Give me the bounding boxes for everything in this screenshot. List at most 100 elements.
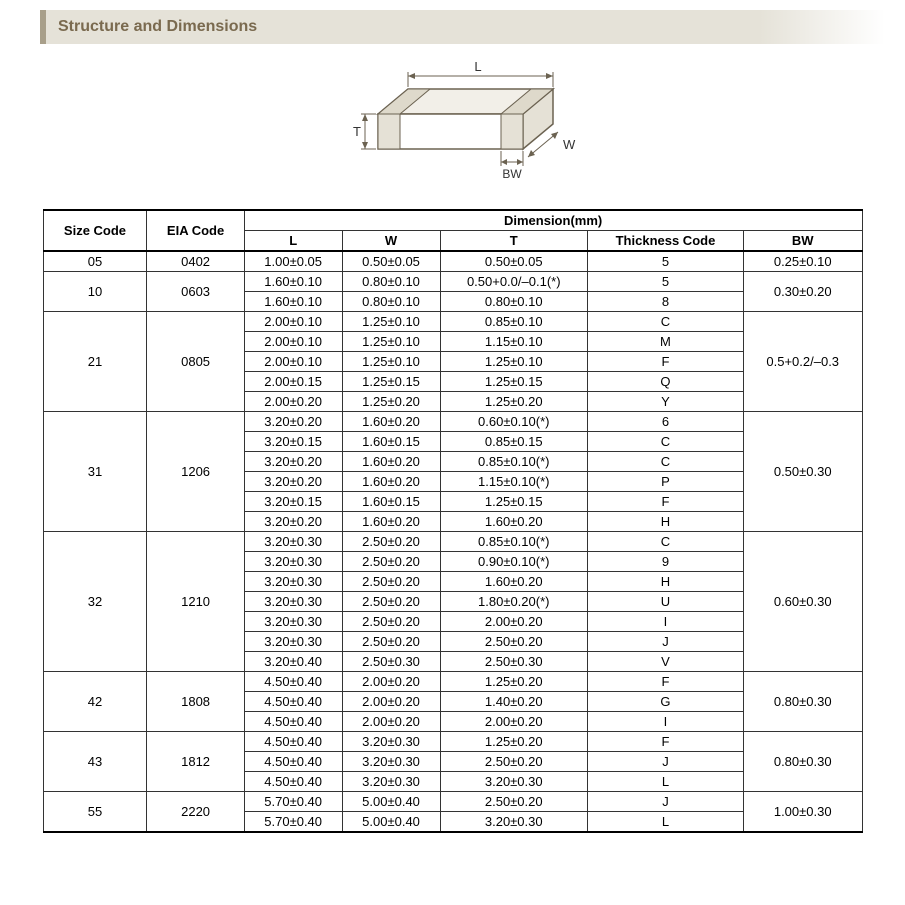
cell-W: 1.60±0.15 [342, 432, 440, 452]
cell-tc: C [588, 532, 744, 552]
th-T: T [440, 231, 588, 252]
cell-W: 3.20±0.30 [342, 772, 440, 792]
cell-T: 2.50±0.20 [440, 752, 588, 772]
th-W: W [342, 231, 440, 252]
cell-bw: 0.60±0.30 [743, 532, 862, 672]
cell-L: 1.60±0.10 [244, 272, 342, 292]
cell-W: 2.50±0.20 [342, 532, 440, 552]
cell-tc: Q [588, 372, 744, 392]
cell-T: 0.50+0.0/–0.1(*) [440, 272, 588, 292]
cell-W: 1.25±0.15 [342, 372, 440, 392]
cell-T: 0.50±0.05 [440, 251, 588, 272]
cell-size-code: 32 [43, 532, 147, 672]
cell-L: 3.20±0.30 [244, 552, 342, 572]
cell-T: 1.40±0.20 [440, 692, 588, 712]
cell-W: 2.50±0.20 [342, 552, 440, 572]
cell-L: 3.20±0.40 [244, 652, 342, 672]
cell-W: 2.00±0.20 [342, 712, 440, 732]
cell-bw: 0.50±0.30 [743, 412, 862, 532]
cell-L: 3.20±0.20 [244, 452, 342, 472]
cell-W: 1.25±0.10 [342, 352, 440, 372]
cell-bw: 0.80±0.30 [743, 732, 862, 792]
cell-W: 2.50±0.20 [342, 612, 440, 632]
cell-tc: L [588, 812, 744, 833]
cell-size-code: 43 [43, 732, 147, 792]
cell-W: 2.00±0.20 [342, 672, 440, 692]
cell-tc: M [588, 332, 744, 352]
cell-W: 0.80±0.10 [342, 292, 440, 312]
cell-bw: 0.30±0.20 [743, 272, 862, 312]
cell-T: 1.25±0.15 [440, 492, 588, 512]
cell-L: 3.20±0.30 [244, 592, 342, 612]
section-header: Structure and Dimensions [40, 10, 885, 44]
cell-L: 3.20±0.30 [244, 572, 342, 592]
cell-tc: F [588, 732, 744, 752]
cell-W: 1.60±0.20 [342, 412, 440, 432]
cell-T: 3.20±0.30 [440, 772, 588, 792]
cell-L: 3.20±0.30 [244, 532, 342, 552]
cell-W: 2.50±0.20 [342, 632, 440, 652]
cell-T: 1.60±0.20 [440, 512, 588, 532]
cell-bw: 0.80±0.30 [743, 672, 862, 732]
cell-tc: F [588, 492, 744, 512]
cell-L: 3.20±0.15 [244, 492, 342, 512]
cell-T: 0.85±0.10 [440, 312, 588, 332]
cell-bw: 1.00±0.30 [743, 792, 862, 833]
component-diagram: L W T BW [0, 44, 905, 209]
cell-L: 3.20±0.20 [244, 472, 342, 492]
cell-eia-code: 1812 [147, 732, 244, 792]
cell-tc: C [588, 432, 744, 452]
cell-tc: C [588, 312, 744, 332]
cell-tc: 6 [588, 412, 744, 432]
cell-W: 1.60±0.20 [342, 472, 440, 492]
cell-W: 0.80±0.10 [342, 272, 440, 292]
cell-T: 0.85±0.15 [440, 432, 588, 452]
cell-T: 1.25±0.15 [440, 372, 588, 392]
cell-W: 2.50±0.20 [342, 572, 440, 592]
cell-L: 3.20±0.30 [244, 632, 342, 652]
cell-W: 1.60±0.15 [342, 492, 440, 512]
cell-T: 0.60±0.10(*) [440, 412, 588, 432]
cell-tc: U [588, 592, 744, 612]
cell-tc: I [588, 612, 744, 632]
cell-L: 2.00±0.20 [244, 392, 342, 412]
cell-L: 3.20±0.20 [244, 412, 342, 432]
cell-eia-code: 0603 [147, 272, 244, 312]
cell-L: 4.50±0.40 [244, 732, 342, 752]
cell-L: 2.00±0.10 [244, 332, 342, 352]
cell-L: 1.60±0.10 [244, 292, 342, 312]
cell-tc: H [588, 512, 744, 532]
cell-tc: 9 [588, 552, 744, 572]
cell-L: 3.20±0.15 [244, 432, 342, 452]
cell-eia-code: 0805 [147, 312, 244, 412]
chip-svg: L W T BW [323, 54, 583, 204]
cell-eia-code: 1206 [147, 412, 244, 532]
cell-tc: F [588, 672, 744, 692]
cell-T: 1.25±0.20 [440, 672, 588, 692]
cell-bw: 0.25±0.10 [743, 251, 862, 272]
cell-T: 0.80±0.10 [440, 292, 588, 312]
th-thickness-code: Thickness Code [588, 231, 744, 252]
cell-tc: 5 [588, 272, 744, 292]
cell-L: 5.70±0.40 [244, 792, 342, 812]
cell-tc: J [588, 632, 744, 652]
cell-L: 3.20±0.20 [244, 512, 342, 532]
label-T: T [353, 124, 361, 139]
cell-T: 1.80±0.20(*) [440, 592, 588, 612]
cell-tc: F [588, 352, 744, 372]
cell-L: 4.50±0.40 [244, 752, 342, 772]
cell-tc: Y [588, 392, 744, 412]
cell-L: 4.50±0.40 [244, 712, 342, 732]
th-L: L [244, 231, 342, 252]
label-BW: BW [502, 167, 522, 181]
cell-W: 2.50±0.30 [342, 652, 440, 672]
cell-tc: C [588, 452, 744, 472]
dimensions-table: Size Code EIA Code Dimension(mm) L W T T… [43, 209, 863, 833]
cell-bw: 0.5+0.2/–0.3 [743, 312, 862, 412]
cell-T: 1.25±0.20 [440, 732, 588, 752]
cell-W: 5.00±0.40 [342, 812, 440, 833]
cell-tc: H [588, 572, 744, 592]
cell-tc: G [588, 692, 744, 712]
cell-L: 5.70±0.40 [244, 812, 342, 833]
cell-W: 1.60±0.20 [342, 512, 440, 532]
